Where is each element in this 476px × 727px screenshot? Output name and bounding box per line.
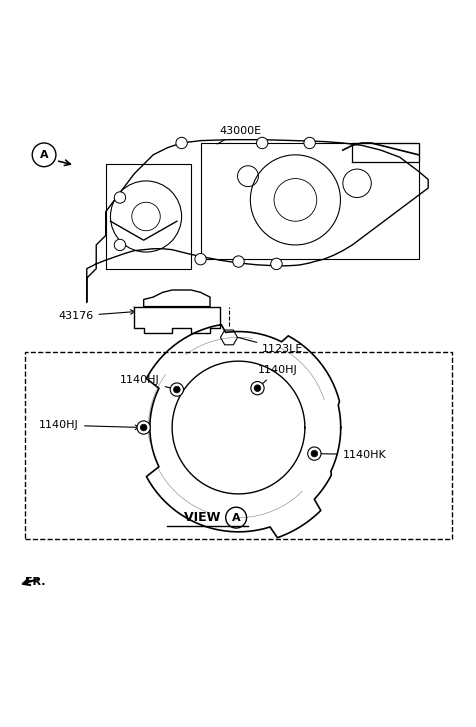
Text: 1140HK: 1140HK (317, 449, 386, 459)
Circle shape (256, 137, 268, 149)
Text: 1140HJ: 1140HJ (119, 375, 174, 389)
Polygon shape (134, 307, 219, 333)
Circle shape (310, 450, 317, 457)
Circle shape (170, 383, 183, 396)
Polygon shape (143, 290, 209, 307)
Circle shape (195, 254, 206, 265)
Circle shape (137, 421, 150, 434)
Text: VIEW: VIEW (183, 511, 224, 524)
Circle shape (232, 256, 244, 268)
Circle shape (250, 382, 264, 395)
Circle shape (176, 137, 187, 149)
Polygon shape (220, 330, 237, 345)
Circle shape (307, 447, 320, 460)
Text: A: A (231, 513, 240, 523)
Circle shape (173, 386, 180, 393)
Polygon shape (87, 140, 427, 302)
Circle shape (140, 424, 147, 431)
Text: A: A (40, 150, 48, 160)
Text: 43000E: 43000E (217, 126, 261, 144)
Text: 1140HJ: 1140HJ (39, 420, 139, 430)
Text: FR.: FR. (25, 577, 46, 587)
Text: 43176: 43176 (58, 310, 135, 321)
Text: 1123LE: 1123LE (231, 336, 303, 354)
Circle shape (254, 385, 260, 391)
Circle shape (303, 137, 315, 149)
Circle shape (114, 192, 125, 204)
Circle shape (114, 239, 125, 251)
Text: 1140HJ: 1140HJ (257, 366, 297, 386)
Circle shape (270, 258, 281, 270)
